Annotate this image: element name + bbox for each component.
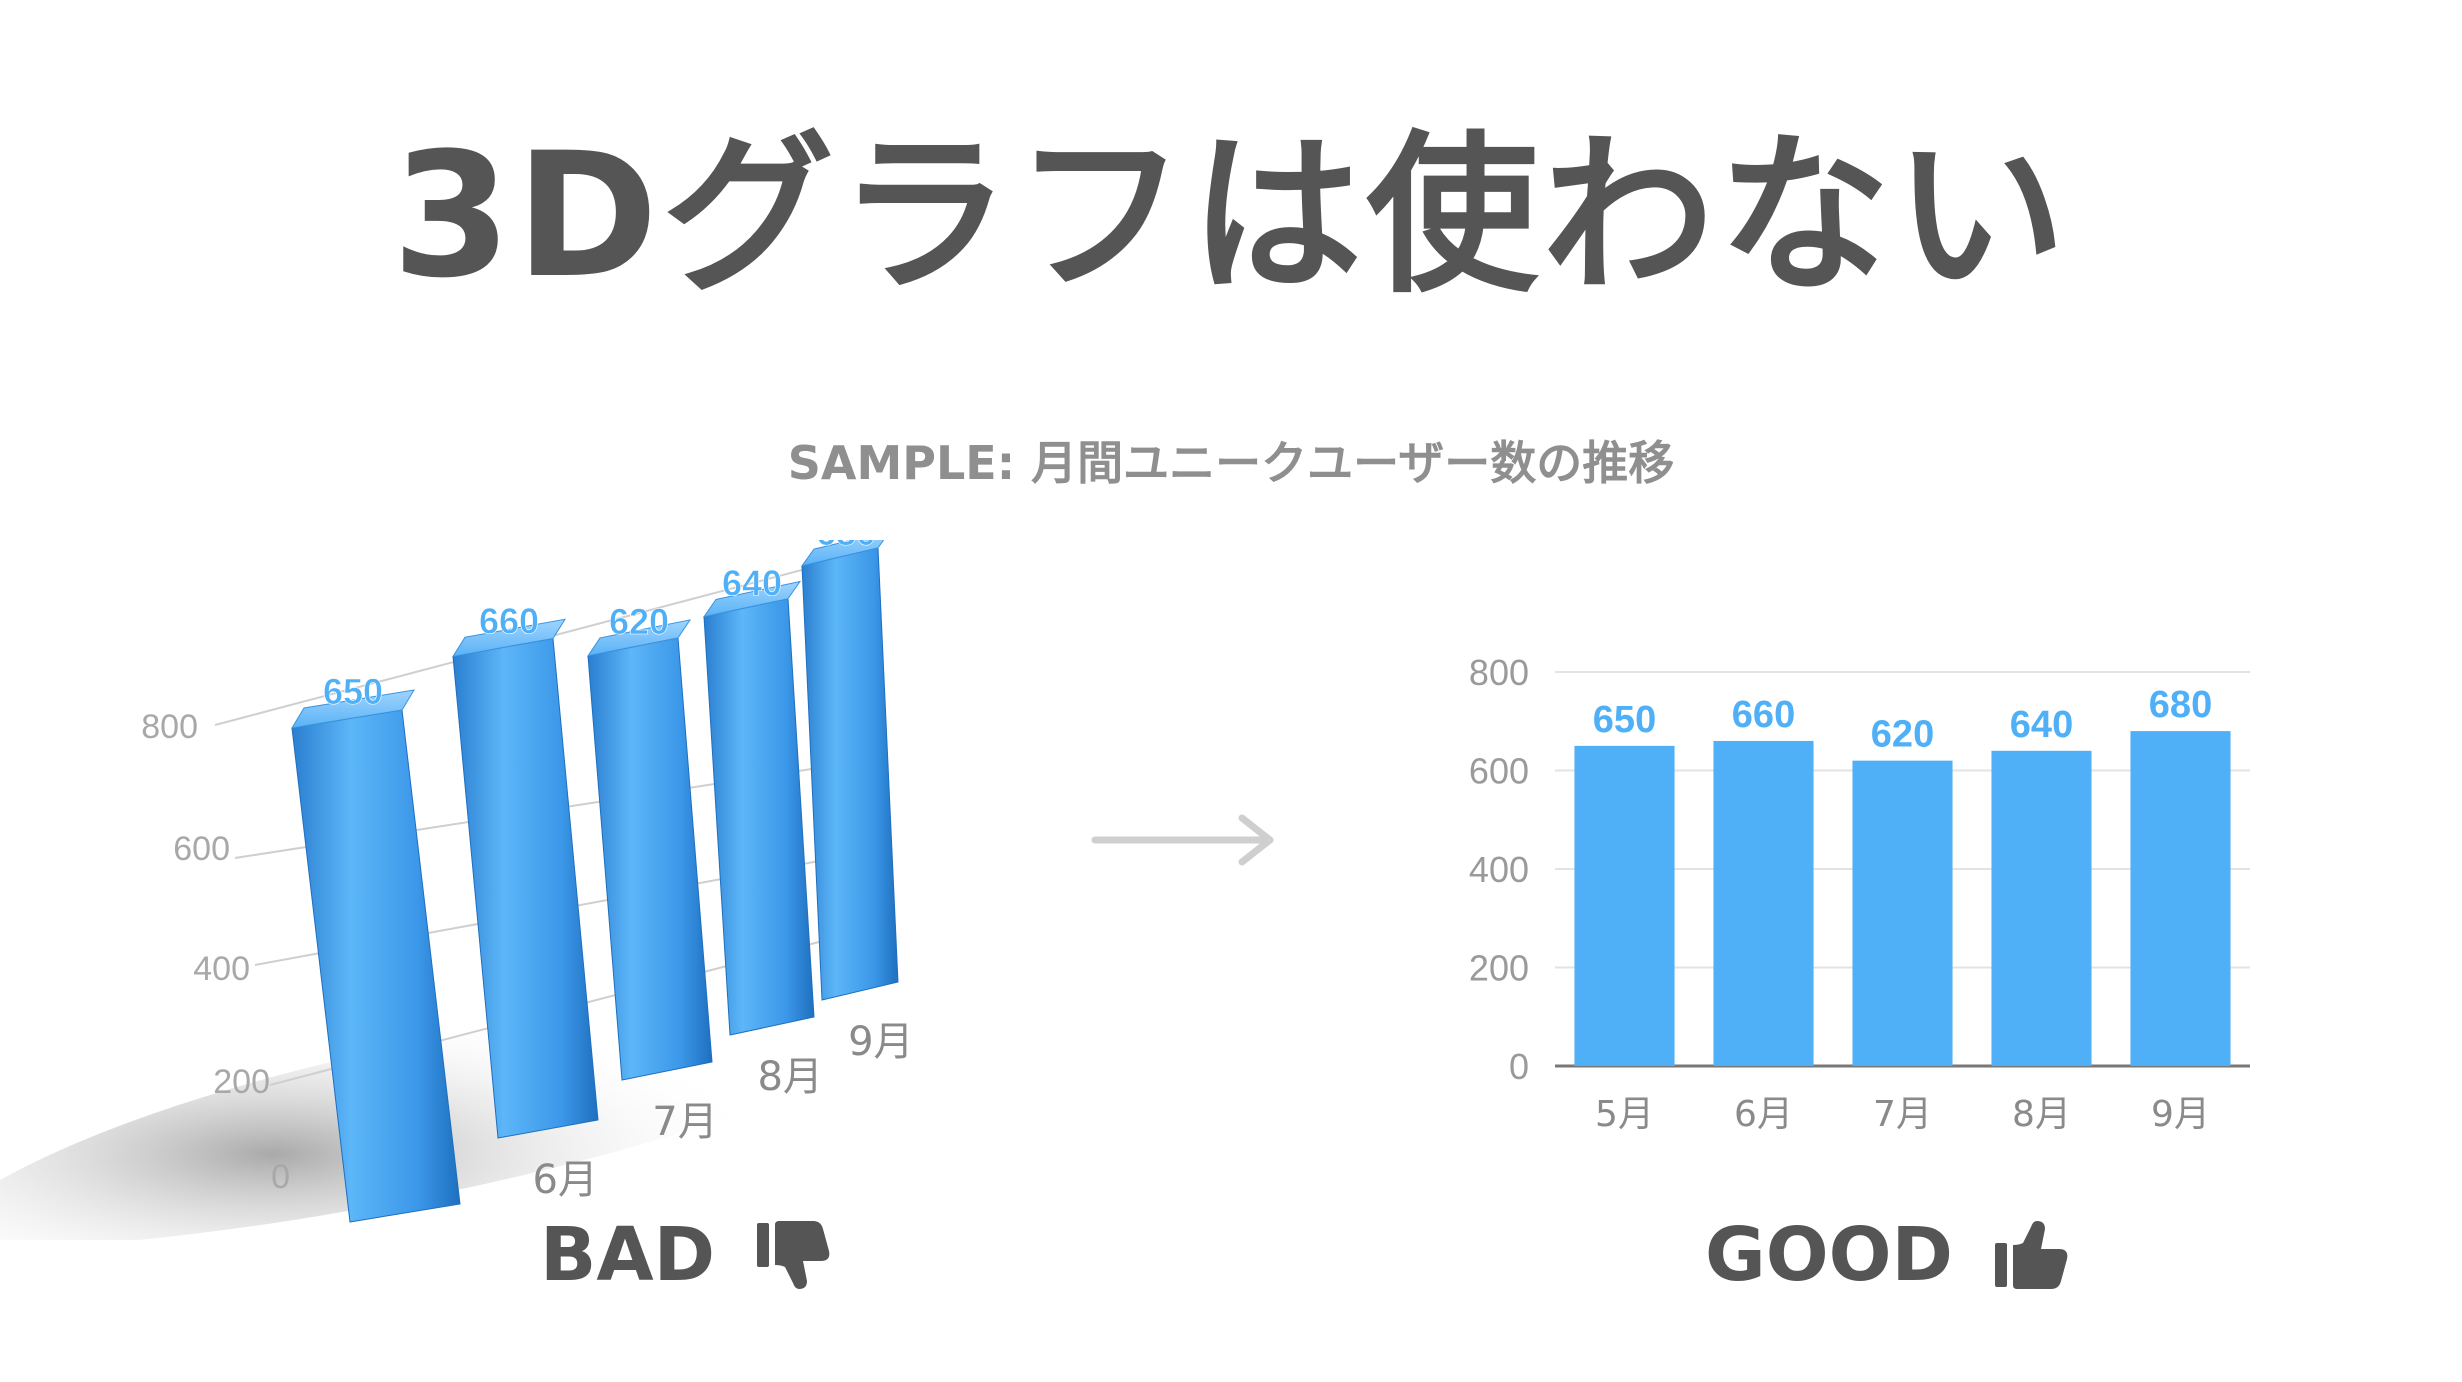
x-tick-label: 6月 (1734, 1094, 1793, 1135)
verdict-bad-label: BAD (540, 1212, 716, 1298)
thumbs-up-icon (1994, 1221, 2068, 1289)
bar (2130, 731, 2231, 1066)
y-tick-label: 600 (1469, 751, 1529, 792)
x-tick-label: 7月 (652, 1099, 717, 1145)
y-tick-label: 400 (193, 950, 250, 988)
bar-3d-top (800, 540, 885, 567)
bar-3d-top (702, 580, 802, 618)
data-label: 680 (816, 540, 876, 553)
x-tick-label: 6月 (532, 1157, 597, 1203)
y-tick-label: 200 (213, 1063, 270, 1101)
x-tick-label: 8月 (2012, 1094, 2071, 1135)
x-tick-label: 9月 (2151, 1094, 2210, 1135)
verdict-good: GOOD (1705, 1210, 2069, 1300)
bar-3d-top (586, 619, 692, 657)
bar (1713, 740, 1814, 1066)
y-tick-label: 800 (141, 708, 198, 746)
data-label: 680 (2149, 684, 2212, 726)
data-label: 650 (323, 671, 383, 712)
good-flat-bar-chart: 0 200 400 600 800 650 660 620 640 680 5月 6月 7月 8月 9月 (1469, 652, 2250, 1135)
x-tick-label: 9月 (848, 1019, 913, 1065)
bar (1852, 760, 1953, 1066)
bar-3d (801, 547, 899, 1001)
x-tick-label: 8月 (757, 1054, 822, 1100)
chart-subtitle: SAMPLE: 月間ユニークユーザー数の推移 (787, 436, 1675, 490)
y-tick-label: 400 (1469, 849, 1529, 890)
data-label: 660 (479, 600, 539, 641)
data-label: 640 (2010, 704, 2073, 746)
data-label: 660 (1732, 694, 1795, 736)
x-tick-label: 5月 (1595, 1094, 1654, 1135)
thumbs-down-icon (757, 1221, 830, 1289)
y-tick-label: 800 (1469, 652, 1529, 693)
verdict-good-label: GOOD (1705, 1212, 1953, 1298)
bar-3d (703, 598, 815, 1036)
y-tick-label: 0 (1509, 1046, 1529, 1087)
right-arrow-icon (1091, 814, 1274, 866)
verdict-bad: BAD (540, 1210, 831, 1300)
bar-3d-top (451, 618, 567, 658)
data-label: 620 (1871, 714, 1934, 756)
data-label: 620 (609, 601, 669, 642)
data-label: 640 (722, 562, 782, 603)
y-tick-label: 0 (271, 1158, 290, 1196)
bar (1574, 745, 1675, 1066)
y-tick-label: 200 (1469, 948, 1529, 989)
x-tick-label: 7月 (1873, 1094, 1932, 1135)
bar-3d (587, 637, 713, 1081)
page-title: 3Dグラフは使わない (391, 115, 2071, 316)
y-tick-label: 600 (173, 830, 230, 868)
bar-3d-top (291, 689, 415, 729)
data-label: 650 (1593, 699, 1656, 741)
bar (1991, 750, 2092, 1066)
